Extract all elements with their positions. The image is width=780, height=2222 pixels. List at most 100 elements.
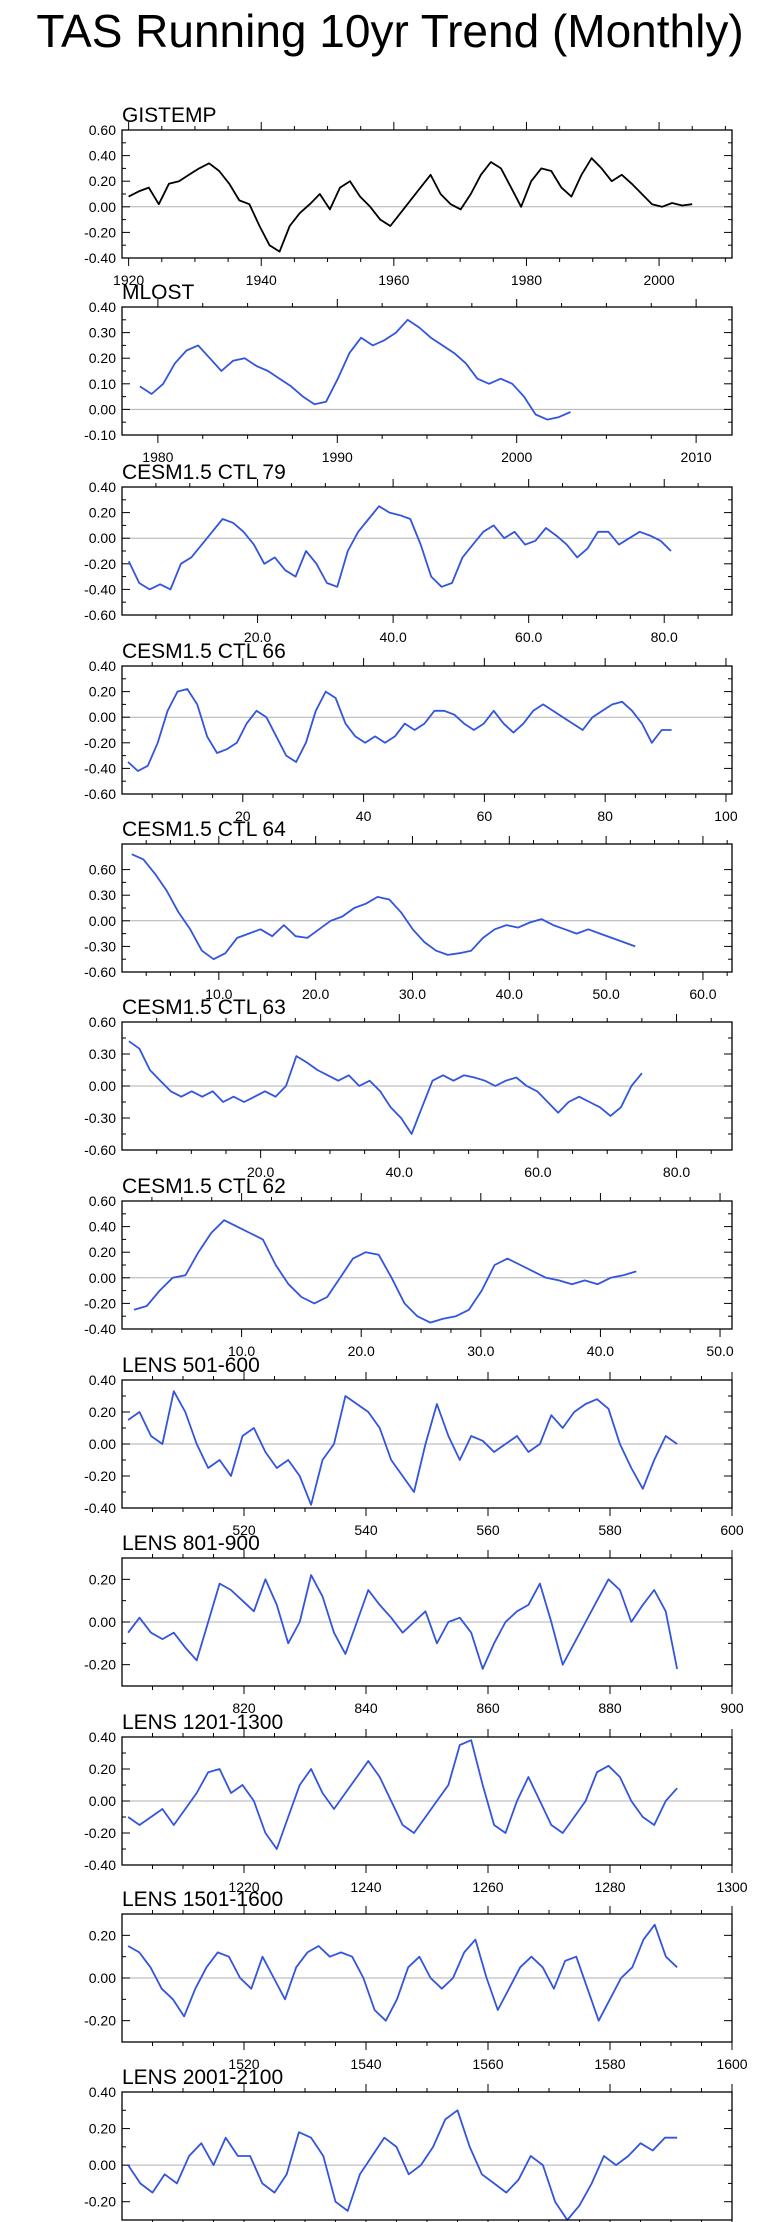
x-tick-label: 1580 bbox=[594, 2056, 625, 2072]
x-tick-label: 40 bbox=[356, 808, 372, 824]
x-tick-label: 1220 bbox=[228, 1879, 259, 1895]
x-tick-label: 40.0 bbox=[496, 986, 523, 1002]
x-tick-label: 60.0 bbox=[515, 629, 542, 645]
plot-frame bbox=[121, 843, 733, 973]
series-line bbox=[128, 1040, 643, 1135]
x-tick-label: 100 bbox=[714, 808, 738, 824]
y-tick-label: -0.40 bbox=[84, 760, 116, 776]
x-tick-label: 2010 bbox=[681, 449, 712, 465]
x-tick-label: 1240 bbox=[350, 1879, 381, 1895]
y-tick-label: -0.20 bbox=[84, 735, 116, 751]
series-line bbox=[127, 1923, 678, 2022]
x-tick-label: 1260 bbox=[472, 1879, 503, 1895]
panel-title: LENS 801-900 bbox=[122, 1532, 260, 1555]
y-tick-label: -0.20 bbox=[84, 2013, 116, 2029]
x-tick-label: 1520 bbox=[228, 2056, 259, 2072]
x-tick-label: 860 bbox=[476, 1700, 500, 1716]
x-tick-label: 2000 bbox=[643, 272, 674, 288]
y-tick-label: -0.60 bbox=[84, 786, 116, 802]
y-tick-label: 0.20 bbox=[89, 1244, 116, 1260]
plot-frame bbox=[121, 306, 733, 436]
x-tick-label: 900 bbox=[720, 1700, 744, 1716]
plot-frame bbox=[121, 1379, 733, 1509]
panel-title: CESM1.5 CTL 62 bbox=[122, 1175, 286, 1198]
x-tick-label: 1980 bbox=[142, 449, 173, 465]
y-tick-label: -0.20 bbox=[84, 556, 116, 572]
y-tick-label: 0.00 bbox=[89, 1793, 116, 1809]
x-tick-label: 40.0 bbox=[386, 1164, 413, 1180]
plot-frame bbox=[121, 665, 733, 795]
y-tick-label: -0.60 bbox=[84, 964, 116, 980]
y-tick-label: -0.40 bbox=[84, 1857, 116, 1873]
series-line bbox=[139, 318, 571, 421]
y-tick-label: 0.40 bbox=[89, 148, 116, 164]
x-tick-label: 80.0 bbox=[651, 629, 678, 645]
panel-title: GISTEMP bbox=[122, 104, 217, 127]
series-line bbox=[127, 688, 672, 772]
x-tick-label: 1280 bbox=[594, 1879, 625, 1895]
x-tick-label: 30.0 bbox=[467, 1343, 494, 1359]
y-tick-label: 0.30 bbox=[89, 325, 116, 341]
x-tick-label: 1560 bbox=[472, 2056, 503, 2072]
plot-frame bbox=[121, 486, 733, 616]
y-tick-label: 0.00 bbox=[89, 1078, 116, 1094]
y-tick-label: 0.40 bbox=[89, 2084, 116, 2100]
y-tick-label: 0.20 bbox=[89, 2121, 116, 2137]
series-line bbox=[127, 1390, 678, 1506]
plot-frame bbox=[121, 1913, 733, 2043]
plot-frame bbox=[121, 2091, 733, 2221]
y-tick-label: 0.40 bbox=[89, 1372, 116, 1388]
x-tick-label: 1990 bbox=[322, 449, 353, 465]
y-tick-label: 0.00 bbox=[89, 401, 116, 417]
y-tick-label: -0.40 bbox=[84, 1321, 116, 1337]
x-tick-label: 20.0 bbox=[247, 1164, 274, 1180]
y-tick-label: 0.20 bbox=[89, 1404, 116, 1420]
x-tick-label: 600 bbox=[720, 1522, 744, 1538]
y-tick-label: 0.00 bbox=[89, 1436, 116, 1452]
y-tick-label: -0.20 bbox=[84, 1657, 116, 1673]
x-tick-label: 580 bbox=[598, 1522, 622, 1538]
y-tick-label: -0.20 bbox=[84, 1295, 116, 1311]
series-line bbox=[127, 1574, 678, 1670]
y-tick-label: -0.40 bbox=[84, 581, 116, 597]
x-tick-label: 820 bbox=[232, 1700, 256, 1716]
plot-frame bbox=[121, 1200, 733, 1330]
y-tick-label: 0.10 bbox=[89, 376, 116, 392]
y-tick-label: 0.00 bbox=[89, 1614, 116, 1630]
plot-frame bbox=[121, 1021, 733, 1151]
x-tick-label: 20.0 bbox=[348, 1343, 375, 1359]
y-tick-label: 0.30 bbox=[89, 1046, 116, 1062]
x-tick-label: 1600 bbox=[716, 2056, 747, 2072]
x-tick-label: 20.0 bbox=[302, 986, 329, 1002]
plot-frame bbox=[121, 129, 733, 259]
x-tick-label: 60.0 bbox=[689, 986, 716, 1002]
y-tick-label: -0.20 bbox=[84, 1825, 116, 1841]
x-tick-label: 540 bbox=[354, 1522, 378, 1538]
chart-title: TAS Running 10yr Trend (Monthly) bbox=[36, 5, 744, 57]
x-tick-label: 840 bbox=[354, 1700, 378, 1716]
y-tick-label: 0.20 bbox=[89, 684, 116, 700]
x-tick-label: 80 bbox=[597, 808, 613, 824]
y-tick-label: 0.60 bbox=[89, 862, 116, 878]
x-tick-label: 20 bbox=[235, 808, 251, 824]
y-tick-label: -0.20 bbox=[84, 224, 116, 240]
x-tick-label: 80.0 bbox=[663, 1164, 690, 1180]
y-tick-label: 0.00 bbox=[89, 913, 116, 929]
x-tick-label: 10.0 bbox=[205, 986, 232, 1002]
x-tick-label: 20.0 bbox=[244, 629, 271, 645]
panel-title: LENS 2001-2100 bbox=[122, 2066, 283, 2089]
series-line bbox=[133, 1219, 637, 1324]
x-tick-label: 1980 bbox=[511, 272, 542, 288]
y-tick-label: 0.20 bbox=[89, 1571, 116, 1587]
y-tick-label: 0.20 bbox=[89, 173, 116, 189]
y-tick-label: 0.60 bbox=[89, 122, 116, 138]
panel-title: LENS 1201-1300 bbox=[122, 1711, 283, 1734]
y-tick-label: -0.40 bbox=[84, 250, 116, 266]
y-tick-label: -0.60 bbox=[84, 607, 116, 623]
y-tick-label: 0.00 bbox=[89, 1270, 116, 1286]
series-line bbox=[127, 1739, 678, 1850]
x-tick-label: 520 bbox=[232, 1522, 256, 1538]
panel-title: LENS 501-600 bbox=[122, 1354, 260, 1377]
x-tick-label: 40.0 bbox=[587, 1343, 614, 1359]
x-tick-label: 1300 bbox=[716, 1879, 747, 1895]
